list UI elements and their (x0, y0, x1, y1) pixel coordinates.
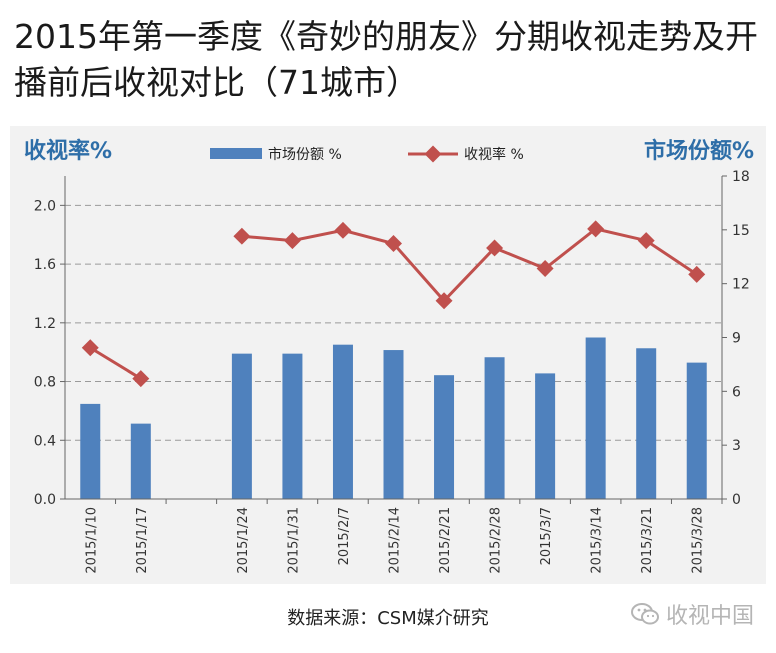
legend: 市场份额 % 收视率 % (210, 145, 524, 163)
bar-market-share (130, 423, 151, 499)
bar-market-share (231, 353, 252, 499)
watermark-text: 收视中国 (665, 604, 754, 629)
x-tick-label: 2015/2/28 (489, 507, 504, 574)
combo-chart: 0.0 0.4 0.8 1.2 1.6 2.0 0 3 6 9 12 15 18 2015/1/10 20… (24, 138, 754, 574)
rating-point (435, 292, 453, 310)
right-tick-label: 6 (732, 384, 741, 400)
x-tick-label: 2015/1/31 (286, 507, 301, 574)
rating-point (334, 221, 352, 239)
bar-market-share (282, 353, 303, 499)
rating-line-segment (89, 346, 142, 380)
x-tick-label: 2015/1/24 (236, 507, 251, 574)
x-tick-label: 2015/3/14 (590, 507, 605, 574)
right-tick-label: 9 (732, 331, 741, 347)
left-tick-label: 1.2 (34, 316, 56, 332)
x-tick-label: 2015/3/7 (539, 507, 554, 565)
left-tick-label: 0.0 (34, 492, 56, 508)
chart-panel: 0.0 0.4 0.8 1.2 1.6 2.0 0 3 6 9 12 15 18 2015/1/10 20… (10, 126, 766, 584)
page-title: 2015年第一季度《奇妙的朋友》分期收视走势及开播前后收视对比（71城市） (14, 17, 758, 102)
rating-point (132, 370, 150, 388)
wechat-icon (630, 603, 659, 625)
x-tick-label: 2015/3/28 (691, 507, 706, 574)
rating-point (688, 265, 706, 283)
x-tick-label: 2015/1/17 (135, 507, 150, 574)
rating-point (283, 232, 301, 250)
bar-market-share (636, 348, 657, 499)
right-tick-label: 18 (732, 169, 750, 185)
legend-line-marker (424, 145, 442, 163)
rating-point (233, 227, 251, 245)
left-tick-label: 1.6 (34, 257, 56, 273)
right-tick-label: 0 (732, 492, 741, 508)
rating-point (81, 339, 99, 357)
x-tick-label: 2015/2/7 (337, 507, 352, 565)
bar-market-share (332, 344, 353, 499)
legend-line-label: 收视率 % (464, 146, 524, 163)
right-axis-title: 市场份额% (644, 138, 754, 164)
left-tick-label: 0.8 (34, 375, 56, 391)
x-tick-label: 2015/2/14 (388, 507, 403, 574)
x-tick-label: 2015/3/21 (640, 507, 655, 574)
bar-market-share (535, 373, 556, 499)
bar-market-share (434, 375, 455, 499)
rating-point (637, 232, 655, 250)
left-tick-label: 0.4 (34, 433, 56, 449)
left-tick-label: 2.0 (34, 198, 56, 214)
watermark: 收视中国 (630, 598, 754, 630)
right-tick-label: 15 (732, 223, 750, 239)
bar-market-share (686, 362, 707, 499)
rating-point (587, 220, 605, 238)
x-tick-label: 2015/2/21 (438, 507, 453, 574)
rating-point (536, 260, 554, 277)
legend-bar-label: 市场份额 % (268, 146, 342, 163)
rating-line-segment (241, 227, 698, 304)
legend-bar-swatch (210, 148, 262, 159)
x-tick-label: 2015/1/10 (84, 507, 99, 574)
data-source-note: 数据来源：CSM媒介研究 (287, 608, 489, 629)
bar-market-share (383, 350, 404, 499)
right-tick-label: 12 (732, 277, 750, 293)
bar-market-share (484, 357, 505, 499)
bar-market-share (80, 403, 101, 499)
bar-market-share (585, 337, 606, 499)
left-axis-title: 收视率% (24, 138, 112, 164)
rating-point (486, 239, 504, 257)
right-tick-label: 3 (732, 438, 741, 454)
